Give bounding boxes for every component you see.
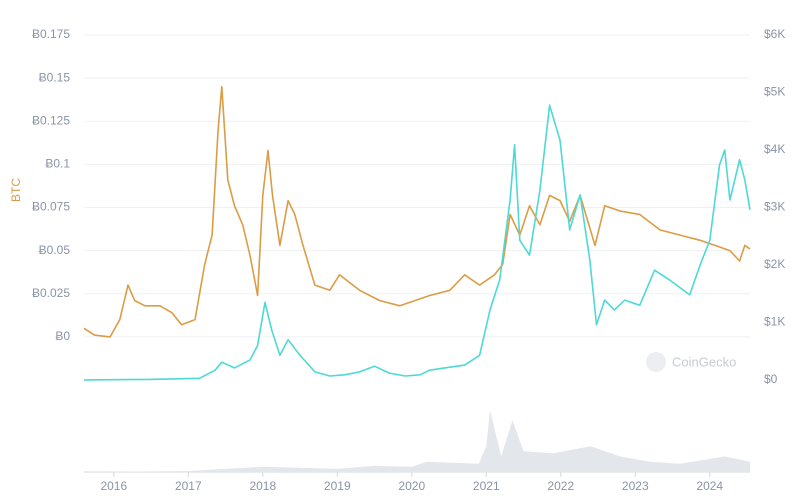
x-tick-label: 2016 xyxy=(100,479,127,493)
x-tick-label: 2018 xyxy=(249,479,276,493)
x-tick-label: 2021 xyxy=(473,479,500,493)
y2-tick-label: $4K xyxy=(764,142,785,156)
y-tick-label: Ƀ0.125 xyxy=(32,113,70,127)
y2-tick-label: $3K xyxy=(764,200,785,214)
x-tick-label: 2022 xyxy=(547,479,574,493)
y-tick-label: Ƀ0.175 xyxy=(32,27,70,41)
x-tick-label: 2017 xyxy=(175,479,202,493)
series-line xyxy=(83,104,751,381)
y2-tick-label: $0 xyxy=(764,372,778,386)
y2-tick-label: $6K xyxy=(764,27,785,41)
y-tick-label: Ƀ0.05 xyxy=(39,243,71,257)
series-line xyxy=(83,86,751,338)
x-tick-label: 2020 xyxy=(398,479,425,493)
watermark-logo xyxy=(646,352,666,372)
y-tick-label: Ƀ0.15 xyxy=(39,70,71,84)
y-tick-label: Ƀ0 xyxy=(55,329,70,343)
y2-tick-label: $1K xyxy=(764,315,785,329)
x-tick-label: 2019 xyxy=(324,479,351,493)
volume-area xyxy=(84,410,750,472)
y-tick-label: Ƀ0.075 xyxy=(32,200,70,214)
x-tick-label: 2023 xyxy=(622,479,649,493)
y-axis-label: BTC xyxy=(9,178,23,202)
y2-tick-label: $2K xyxy=(764,257,785,271)
x-tick-label: 2024 xyxy=(696,479,723,493)
y2-tick-label: $5K xyxy=(764,85,785,99)
y-tick-label: Ƀ0.1 xyxy=(45,157,70,171)
y-tick-label: Ƀ0.025 xyxy=(32,286,70,300)
watermark: CoinGecko xyxy=(672,354,736,369)
